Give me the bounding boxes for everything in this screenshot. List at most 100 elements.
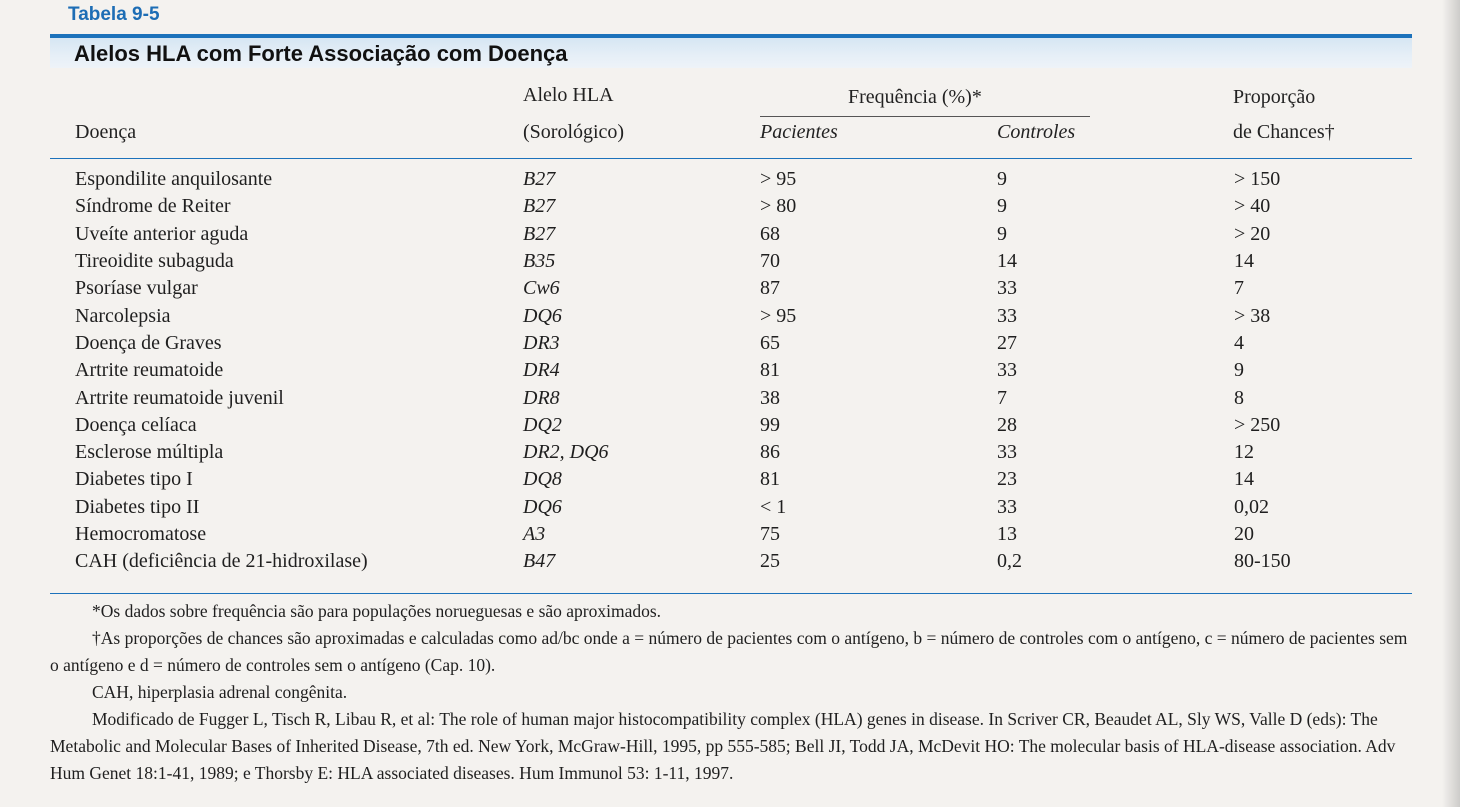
cell-controls: 33 xyxy=(997,304,1017,327)
cell-odds: > 150 xyxy=(1234,168,1281,191)
cell-controls: 13 xyxy=(997,523,1017,545)
header-allele-line1: Alelo HLA xyxy=(523,84,614,106)
cell-allele: DQ6 xyxy=(523,495,562,518)
table-title-band: Alelos HLA com Forte Associação com Doen… xyxy=(50,34,1412,68)
table-row: Síndrome de Reiter B27 > 80 9 > 40 xyxy=(75,193,1354,220)
cell-allele: A3 xyxy=(523,523,546,545)
cell-disease: Uveíte anterior aguda xyxy=(75,222,249,245)
cell-allele: DR2, DQ6 xyxy=(523,441,609,464)
cell-disease: Psoríase vulgar xyxy=(75,277,198,300)
table-row: Esclerose múltipla DR2, DQ6 86 33 12 xyxy=(75,439,1354,466)
cell-odds: 0,02 xyxy=(1234,495,1269,518)
cell-patients: 25 xyxy=(760,550,780,573)
table-row: Artrite reumatoide juvenil DR8 38 7 8 xyxy=(75,384,1354,411)
cell-allele: DR8 xyxy=(523,386,560,409)
cell-patients: < 1 xyxy=(760,495,787,518)
cell-odds: > 38 xyxy=(1234,304,1271,327)
cell-patients: 68 xyxy=(760,222,780,245)
footnote-odds: †As proporções de chances são aproximada… xyxy=(50,628,1408,675)
table-row: Espondilite anquilosante B27 > 95 9 > 150 xyxy=(75,166,1354,193)
cell-controls: 7 xyxy=(997,386,1007,409)
table-body: Espondilite anquilosante B27 > 95 9 > 150 Sín… xyxy=(75,166,1354,575)
table-row: Tireoidite subaguda B35 70 14 14 xyxy=(75,248,1354,275)
header-bottom-rule xyxy=(50,158,1412,159)
cell-odds: 80-150 xyxy=(1234,550,1291,573)
cell-controls: 27 xyxy=(997,331,1017,354)
cell-patients: 81 xyxy=(760,359,780,382)
cell-controls: 33 xyxy=(997,277,1017,300)
header-odds-line1: Proporção xyxy=(1233,86,1316,108)
cell-disease: Artrite reumatoide juvenil xyxy=(75,386,284,409)
cell-patients: > 95 xyxy=(760,168,797,191)
cell-allele: B35 xyxy=(523,250,556,273)
cell-odds: > 250 xyxy=(1234,413,1281,436)
cell-disease: Síndrome de Reiter xyxy=(75,195,231,218)
cell-controls: 33 xyxy=(997,441,1017,464)
cell-patients: 86 xyxy=(760,441,780,464)
cell-odds: 14 xyxy=(1234,250,1254,273)
cell-disease: Doença de Graves xyxy=(75,331,222,354)
cell-controls: 33 xyxy=(997,495,1017,518)
cell-odds: 9 xyxy=(1234,359,1244,382)
header-allele-line2: (Sorológico) xyxy=(523,121,625,143)
table-row: Hemocromatose A3 75 13 20 xyxy=(75,521,1354,548)
footnote-frequency: *Os dados sobre frequência são para popu… xyxy=(92,601,662,621)
cell-controls: 14 xyxy=(997,250,1017,273)
cell-odds: 7 xyxy=(1234,277,1244,300)
header-patients: Pacientes xyxy=(760,121,838,143)
cell-patients: 99 xyxy=(760,413,780,436)
cell-odds: > 20 xyxy=(1234,222,1271,245)
footnote-source: Modificado de Fugger L, Tisch R, Libau R… xyxy=(50,709,1396,783)
table-row: Doença celíaca DQ2 99 28 > 250 xyxy=(75,412,1354,439)
cell-patients: 70 xyxy=(760,250,780,273)
frequency-underline xyxy=(760,116,1090,117)
header-odds-line2: de Chances† xyxy=(1233,121,1335,143)
table-title: Alelos HLA com Forte Associação com Doen… xyxy=(74,41,568,66)
cell-patients: 38 xyxy=(760,386,780,409)
cell-odds: > 40 xyxy=(1234,195,1271,218)
footnotes: *Os dados sobre frequência são para popu… xyxy=(50,598,1412,787)
cell-odds: 14 xyxy=(1234,468,1254,491)
header-disease: Doença xyxy=(75,121,137,143)
table-row: Psoríase vulgar Cw6 87 33 7 xyxy=(75,275,1354,302)
cell-allele: B27 xyxy=(523,195,556,218)
cell-controls: 28 xyxy=(997,413,1017,436)
cell-patients: > 95 xyxy=(760,304,797,327)
table-row: Narcolepsia DQ6 > 95 33 > 38 xyxy=(75,302,1354,329)
cell-disease: CAH (deficiência de 21-hidroxilase) xyxy=(75,550,368,573)
cell-disease: Diabetes tipo II xyxy=(75,495,200,518)
cell-allele: DQ8 xyxy=(523,468,562,491)
table-bottom-rule xyxy=(50,593,1412,594)
table-number-label: Tabela 9-5 xyxy=(68,4,160,25)
cell-disease: Esclerose múltipla xyxy=(75,441,224,464)
cell-disease: Hemocromatose xyxy=(75,523,207,545)
cell-allele: B27 xyxy=(523,168,556,191)
cell-allele: DR3 xyxy=(523,331,560,354)
cell-disease: Tireoidite subaguda xyxy=(75,250,234,273)
cell-controls: 9 xyxy=(997,222,1007,245)
cell-controls: 9 xyxy=(997,168,1007,191)
header-controls: Controles xyxy=(997,121,1076,143)
table-row: Diabetes tipo II DQ6 < 1 33 0,02 xyxy=(75,494,1354,521)
table-row: CAH (deficiência de 21-hidroxilase) B47 25… xyxy=(75,548,1354,575)
cell-allele: B27 xyxy=(523,222,556,245)
cell-patients: > 80 xyxy=(760,195,797,218)
cell-allele: DQ2 xyxy=(523,413,562,436)
cell-disease: Doença celíaca xyxy=(75,413,197,436)
cell-patients: 65 xyxy=(760,331,780,354)
cell-patients: 87 xyxy=(760,277,780,300)
cell-controls: 23 xyxy=(997,468,1017,491)
table-row: Uveíte anterior aguda B27 68 9 > 20 xyxy=(75,221,1354,248)
table-row: Doença de Graves DR3 65 27 4 xyxy=(75,330,1354,357)
cell-odds: 12 xyxy=(1234,441,1254,464)
cell-allele: Cw6 xyxy=(523,277,560,300)
cell-patients: 81 xyxy=(760,468,780,491)
cell-controls: 0,2 xyxy=(997,550,1022,573)
hla-disease-table: Espondilite anquilosante B27 > 95 9 > 150 Sín… xyxy=(75,166,1354,575)
cell-disease: Diabetes tipo I xyxy=(75,468,193,491)
cell-disease: Espondilite anquilosante xyxy=(75,168,273,191)
cell-controls: 9 xyxy=(997,195,1007,218)
cell-disease: Narcolepsia xyxy=(75,304,171,327)
cell-allele: DR4 xyxy=(523,359,560,382)
page-edge-shadow xyxy=(1442,0,1460,807)
